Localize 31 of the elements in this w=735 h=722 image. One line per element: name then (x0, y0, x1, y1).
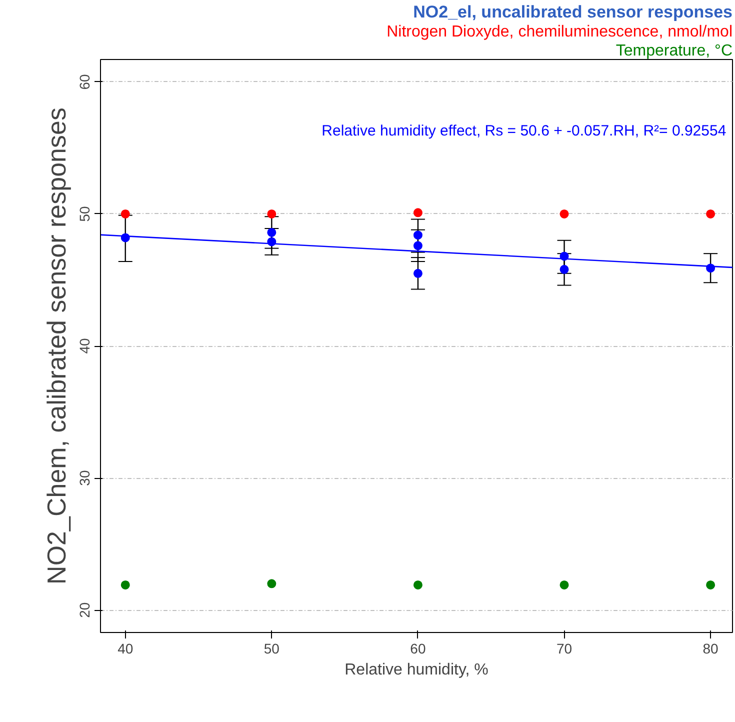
point (706, 209, 716, 218)
x-tick-label: 40 (118, 640, 134, 656)
point (267, 579, 276, 588)
point (413, 208, 422, 218)
point (120, 580, 130, 590)
x-tick-label: 60 (410, 640, 426, 656)
y-tick-label: 30 (76, 470, 92, 486)
y-tick-label: 40 (76, 338, 92, 354)
text: Temperature, °C (616, 42, 733, 60)
point (413, 230, 422, 240)
chart-title: NO2_el, uncalibrated sensor responses (413, 2, 733, 22)
y-tick-label: 60 (76, 74, 92, 90)
point (413, 241, 422, 250)
point (560, 209, 569, 218)
point (560, 264, 569, 274)
point (560, 580, 569, 590)
x-tick-label: 50 (264, 640, 280, 656)
text: Nitrogen Dioxyde, chemiluminescence, nmol/mol (386, 24, 732, 40)
y-axis-title: NO2_Chem, calibrated sensor responses (42, 108, 72, 584)
point (267, 209, 276, 218)
point (120, 209, 130, 218)
point (706, 580, 716, 590)
x-axis-title: Relative humidity, % (344, 662, 488, 678)
y-tick-label: 20 (76, 602, 92, 618)
x-tick-label: 70 (556, 640, 572, 656)
annotation: Relative humidity effect, Rs = 50.6 + -0.057.RH, R²= 0.92554 (322, 122, 726, 140)
point (267, 228, 276, 237)
x-tick-label: 80 (702, 640, 719, 656)
y-tick-label: 50 (76, 206, 92, 222)
point (413, 268, 422, 278)
point (413, 580, 422, 590)
